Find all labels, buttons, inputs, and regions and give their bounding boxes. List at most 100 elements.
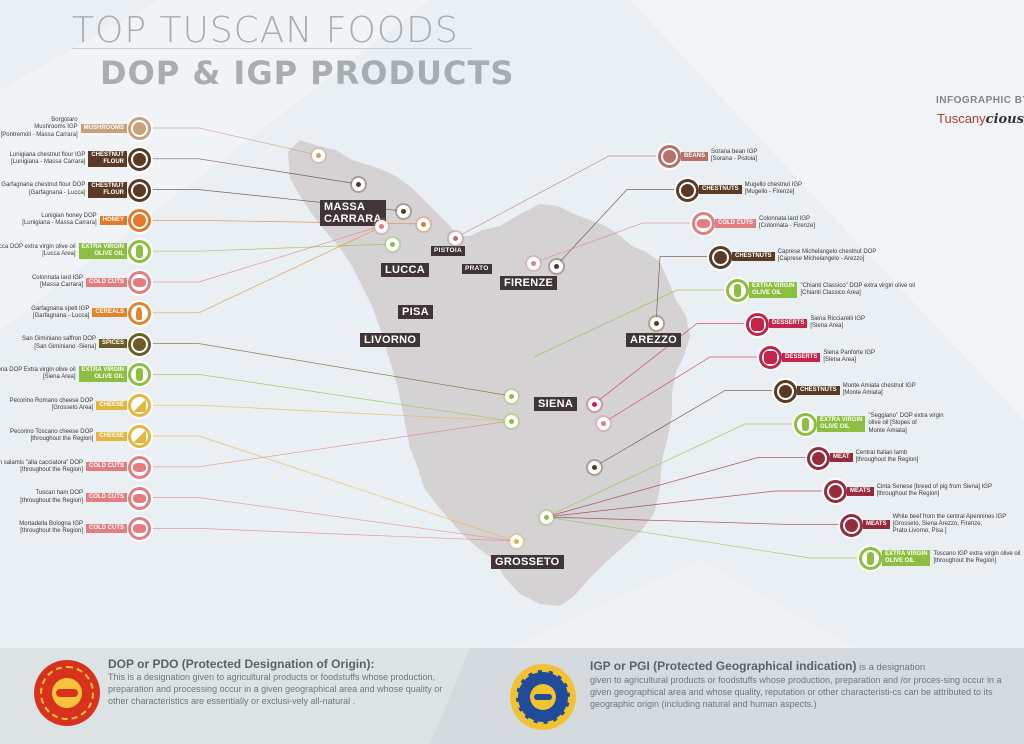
product-label: Tuscan ham DOP [throughout the Region] <box>20 490 83 504</box>
product-label: Garfagnana spelt IGP [Garfagnana - Lucca] <box>31 305 90 319</box>
chestnut-icon <box>779 384 792 398</box>
map-dot <box>449 232 462 245</box>
category-tag: COLD CUTS <box>86 277 127 287</box>
category-tag: MEAT <box>830 453 853 462</box>
product-label: Siena Ricciarelli IGP [Siena Area] <box>810 316 866 330</box>
product-label: Colonnata lard IGP [Colonnata - Firenze] <box>759 215 816 229</box>
beans-icon <box>663 150 676 163</box>
city-label: PISTOIA <box>431 246 465 256</box>
connector-line <box>545 516 858 559</box>
cold-cuts-icon <box>133 524 146 534</box>
product-label: Central Italian lamb [throughout the Regi… <box>855 450 919 464</box>
igp-seal-icon <box>510 664 576 730</box>
category-tag: BEANS <box>681 151 709 161</box>
category-tag: COLD CUTS <box>715 218 756 228</box>
dessert-icon <box>764 351 777 364</box>
dop-seal-icon <box>34 660 100 726</box>
cold-cuts-icon <box>697 219 710 228</box>
product-label: Mugello chestnut IGP [Mugello - Firenze] <box>744 182 803 196</box>
map-dot <box>510 535 523 548</box>
product-label: Lucca DOP extra virgin olive oil [Lucca A… <box>0 243 76 258</box>
cold-cuts-icon <box>133 462 146 472</box>
product-badge <box>726 279 749 302</box>
city-label: LUCCA <box>381 263 429 277</box>
product-badge <box>128 363 151 387</box>
category-tag: SPICES <box>98 339 127 349</box>
connector-line <box>545 490 823 518</box>
connector-line <box>593 390 773 468</box>
category-tag: CHESTNUTS <box>699 185 742 194</box>
connector-line <box>555 189 675 267</box>
product-badge <box>807 446 830 470</box>
category-tag: CHESTNUTS <box>797 386 840 395</box>
category-tag: EXTRA VIRGIN OLIVE OIL <box>749 282 798 298</box>
product-label: Small Italian salamis "alla cacciatora" … <box>0 459 83 473</box>
city-label: SIENA <box>534 397 578 411</box>
chestnut-icon <box>681 183 694 197</box>
product-label: Mortadella Bologna IGP [throughout the Re… <box>19 521 83 535</box>
product-badge <box>794 413 817 436</box>
wheat-icon <box>136 306 142 320</box>
product-label: Lunigian honey DOP [Lunigiana - Massa Car… <box>22 213 97 227</box>
category-tag: HONEY <box>99 215 127 225</box>
connector-line <box>533 289 725 358</box>
product-label: Lunigiana chestnut flour IGP [Lunigiana -… <box>9 151 86 165</box>
product-label: Caprese Michelangelo chestnut DOP [Capres… <box>777 249 877 263</box>
title-divider <box>72 48 472 49</box>
dop-description: This is a designation given to agricultu… <box>108 672 443 706</box>
map-dot <box>505 390 518 403</box>
product-label: San Giminiano saffron DOP [San Giminiano … <box>22 336 96 350</box>
connector-line <box>151 374 512 422</box>
product-badge <box>774 379 797 403</box>
olive-oil-bottle-icon <box>136 245 143 259</box>
map-dot <box>312 149 325 162</box>
product-label: Borgotaro Mushrooms IGP [Pontremoli - Mass… <box>0 117 78 138</box>
olive-oil-bottle-icon <box>136 368 143 382</box>
connector-line <box>151 420 511 468</box>
product-badge <box>824 480 847 503</box>
connector-line <box>151 343 512 397</box>
category-tag: DESSERTS <box>782 352 821 362</box>
connector-line <box>655 256 708 324</box>
map-dot <box>588 398 601 411</box>
honey-dipper-icon <box>133 214 146 228</box>
product-badge <box>128 117 151 140</box>
connector-line <box>602 356 758 424</box>
product-badge <box>746 312 769 336</box>
olive-oil-bottle-icon <box>734 284 741 297</box>
chestnut-icon <box>714 250 727 264</box>
product-badge <box>128 455 151 479</box>
product-label: Pecorino Romano cheese DOP [Grosseto Area… <box>9 397 94 412</box>
map-dot <box>505 415 518 428</box>
product-label: "Seggiano" DOP extra virgin olive oil [Sl… <box>868 413 944 434</box>
product-badge <box>128 394 151 418</box>
connector-line <box>545 457 806 518</box>
spice-jar-icon <box>133 337 146 351</box>
connector-line <box>151 497 515 542</box>
product-badge <box>128 178 151 202</box>
product-badge <box>128 332 151 356</box>
mushroom-icon <box>133 122 146 135</box>
product-label: Sorana bean IGP [Sorana - Pistoia] <box>711 148 758 162</box>
map-dot <box>597 417 610 430</box>
city-label: FIRENZE <box>500 276 558 290</box>
byline: INFOGRAPHIC BY <box>936 95 1024 106</box>
main-title: TOP TUSCAN FOODS <box>72 10 459 51</box>
igp-description: given to agricultural products or foodst… <box>590 675 1002 709</box>
category-tag: MUSHROOMS <box>80 123 127 133</box>
map-dot <box>527 257 540 270</box>
connector-line <box>151 225 382 283</box>
map-dot <box>397 205 410 218</box>
chestnut-icon <box>133 183 146 197</box>
connector-line <box>545 516 839 525</box>
product-label: Siena Panforte IGP [Siena Area] <box>823 349 876 363</box>
product-badge <box>840 513 863 537</box>
cold-cuts-icon <box>133 493 146 503</box>
connector-line <box>545 423 793 518</box>
product-badge <box>128 271 151 294</box>
subtitle: DOP & IGP PRODUCTS <box>100 54 515 92</box>
map-dot <box>550 260 563 273</box>
connector-line <box>593 323 745 405</box>
product-label: "Chianti Classico" DOP extra virgin oliv… <box>800 282 915 296</box>
